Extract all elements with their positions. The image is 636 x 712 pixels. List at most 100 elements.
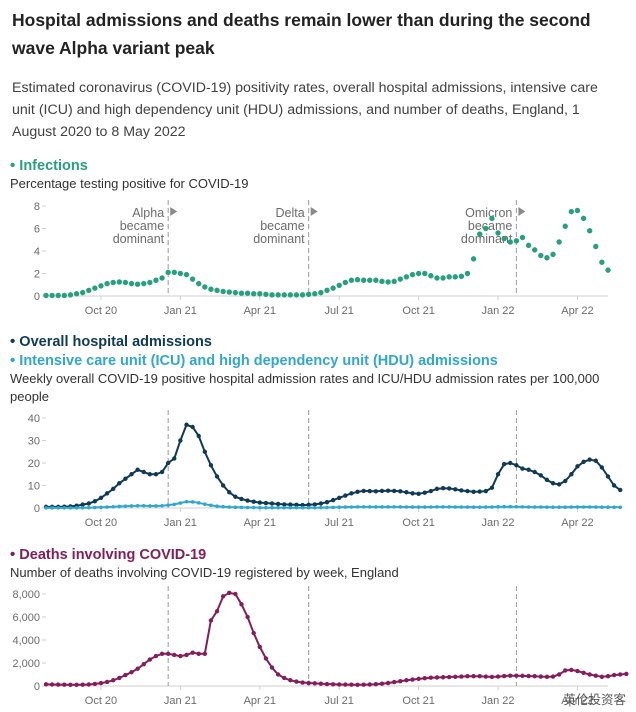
variant-annotation-label: became [120, 219, 165, 233]
variant-annotation-label: Delta [275, 206, 304, 220]
data-point [477, 505, 482, 509]
data-point [434, 675, 440, 680]
data-point [245, 498, 250, 503]
data-point [471, 505, 476, 509]
data-point [282, 505, 287, 510]
data-point [453, 674, 458, 679]
data-point [441, 505, 445, 509]
data-point [80, 505, 85, 510]
data-point [544, 674, 550, 679]
data-point [177, 270, 184, 277]
data-point [355, 682, 360, 688]
data-point [574, 207, 581, 214]
data-point [532, 674, 537, 679]
data-point [110, 678, 116, 683]
data-point [446, 486, 452, 491]
x-tick-label: Apr 22 [561, 517, 593, 529]
data-point [233, 505, 238, 510]
data-point [490, 505, 494, 509]
data-point [520, 505, 525, 509]
data-point [526, 673, 531, 679]
data-point [360, 277, 367, 283]
y-tick-label: 4,000 [12, 635, 40, 647]
data-point [416, 491, 421, 497]
data-point [135, 467, 140, 472]
data-point [184, 652, 189, 658]
data-point [361, 505, 366, 509]
data-point [593, 243, 599, 250]
y-tick-label: 0 [34, 503, 40, 515]
data-point [251, 505, 256, 510]
data-point [226, 289, 232, 295]
data-point [80, 502, 85, 507]
data-point [348, 277, 355, 283]
data-point [440, 275, 446, 281]
data-point [361, 682, 366, 687]
data-point [434, 486, 440, 492]
data-point [391, 278, 397, 285]
data-point [318, 289, 324, 296]
data-point [550, 251, 556, 258]
data-point [495, 230, 501, 236]
data-point [325, 505, 329, 510]
data-point [330, 682, 336, 687]
data-point [404, 490, 409, 495]
data-point [190, 424, 195, 430]
data-point [166, 503, 170, 507]
data-point [337, 505, 342, 510]
data-point [605, 674, 611, 679]
data-point [367, 488, 372, 494]
data-point [282, 675, 287, 681]
data-point [562, 223, 568, 229]
x-tick-label: Apr 22 [561, 695, 593, 707]
x-tick-label: Apr 21 [244, 695, 276, 707]
data-point [79, 289, 86, 296]
data-point [392, 505, 396, 509]
data-point [258, 505, 262, 510]
data-point [62, 506, 67, 510]
data-point [275, 292, 281, 298]
data-point [147, 657, 153, 662]
data-point [422, 490, 427, 495]
hospital-title-text: Overall hospital admissions [19, 334, 212, 350]
data-point [599, 465, 605, 470]
data-point [397, 276, 404, 282]
data-point [465, 674, 470, 679]
data-point [520, 466, 525, 471]
data-point [404, 505, 409, 509]
data-point [318, 501, 324, 506]
data-point [92, 285, 98, 291]
data-point [581, 459, 586, 465]
data-point [593, 458, 598, 463]
data-point [178, 653, 183, 659]
data-point [61, 292, 68, 299]
bullet-icon: • [10, 157, 16, 174]
data-point [593, 673, 598, 678]
bullet-icon: • [10, 333, 16, 350]
data-point [391, 488, 397, 494]
data-point [324, 287, 330, 294]
data-point [202, 284, 208, 290]
y-tick-label: 8,000 [12, 589, 40, 601]
data-point [68, 506, 73, 510]
data-point [62, 682, 67, 687]
data-point [508, 504, 513, 509]
data-point [294, 679, 299, 684]
x-tick-label: Apr 22 [561, 305, 593, 317]
infections-title: • Infections [10, 157, 88, 174]
data-point [117, 504, 122, 509]
deaths-subtitle: Number of deaths involving COVID-19 regi… [10, 565, 399, 580]
variant-annotation-label: became [468, 219, 513, 233]
data-point [110, 486, 116, 492]
data-point [208, 618, 214, 623]
data-point [135, 666, 140, 671]
data-point [98, 495, 104, 501]
data-point [99, 505, 103, 510]
y-tick-label: 20 [28, 458, 40, 470]
data-point [556, 672, 562, 677]
data-point [556, 482, 562, 487]
data-point [587, 672, 592, 677]
data-point [453, 487, 458, 492]
variant-annotation-label: became [260, 219, 305, 233]
data-point [508, 673, 513, 678]
